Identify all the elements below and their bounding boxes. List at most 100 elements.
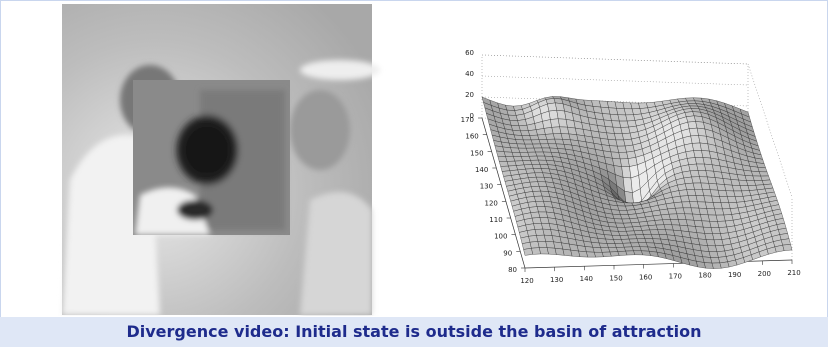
- surface-cell: [625, 114, 636, 122]
- surface-cell: [528, 235, 539, 243]
- x-tick-label: 210: [787, 269, 800, 277]
- surface-cell: [506, 160, 517, 167]
- y-tick-label: 90: [503, 249, 512, 257]
- surface-cell: [531, 186, 541, 192]
- surface-cell: [517, 119, 528, 127]
- surface-cell: [659, 208, 670, 216]
- surface-cell: [547, 102, 557, 112]
- surface-cell: [638, 221, 649, 227]
- surface-cell: [782, 244, 793, 251]
- x-tick-label: 180: [698, 272, 711, 280]
- surface-cell: [686, 115, 696, 123]
- surface-cell: [757, 167, 768, 173]
- surface-cell: [548, 110, 559, 120]
- surface-cell: [608, 247, 619, 253]
- surface-cell: [533, 223, 544, 230]
- surface-cell: [723, 214, 734, 222]
- x-tick-label: 120: [520, 277, 533, 285]
- x-tick-label: 130: [550, 276, 563, 284]
- caption: Divergence video: Initial state is outsi…: [0, 317, 828, 347]
- surface-cell: [601, 251, 612, 257]
- surface-cell: [646, 220, 657, 226]
- surface-cell: [622, 132, 632, 141]
- video-frame: [62, 4, 380, 315]
- surface-cell: [672, 196, 682, 203]
- surface-cell: [716, 250, 727, 258]
- surface-cell: [640, 225, 651, 231]
- y-tick-label: 100: [494, 233, 507, 241]
- surface-cell: [526, 172, 537, 178]
- y-tick-label: 130: [480, 183, 493, 191]
- surface-cell: [682, 170, 692, 179]
- surface-cell: [526, 229, 537, 237]
- surface-cell: [623, 138, 634, 147]
- surface-cell: [523, 164, 534, 170]
- y-tick-label: 150: [470, 149, 483, 157]
- surface-cell: [521, 156, 531, 161]
- surface-cell: [523, 248, 534, 256]
- x-tick-label: 200: [758, 270, 771, 278]
- x-tick-label: 170: [669, 273, 682, 281]
- z-tick: [481, 75, 749, 86]
- surface-cell: [617, 250, 628, 256]
- surface-cell: [665, 202, 676, 210]
- surface-cell: [525, 168, 536, 174]
- y-tick-label: 110: [489, 216, 502, 224]
- surface-cell: [527, 201, 538, 208]
- surface-cell: [684, 143, 694, 152]
- surface-cell: [522, 160, 533, 166]
- x-tick-label: 140: [580, 275, 593, 283]
- axis-line: [481, 117, 526, 269]
- surface-cell: [542, 119, 552, 129]
- axis-line: [524, 259, 793, 269]
- surface-cell: [513, 156, 523, 162]
- y-tick-label: 120: [485, 199, 498, 207]
- surface-cell: [638, 102, 648, 109]
- surface-cell: [718, 226, 729, 234]
- surface-cell: [530, 211, 541, 219]
- surface-cell: [677, 183, 687, 191]
- surface-cell: [529, 241, 540, 249]
- z-tick-label: 0: [470, 112, 474, 120]
- surface-cell: [500, 165, 511, 172]
- surface-cell: [747, 185, 758, 191]
- surface-cell: [543, 127, 554, 135]
- surface-cell: [653, 214, 663, 221]
- surface-cell: [616, 247, 626, 252]
- y-tick-label: 80: [508, 266, 517, 274]
- z-tick: [481, 54, 749, 65]
- surface-cell: [758, 171, 769, 177]
- surface-cell: [631, 108, 642, 115]
- surface-cell: [632, 226, 643, 232]
- x-tick-label: 190: [728, 271, 741, 279]
- surface-cell: [529, 181, 540, 187]
- surface-cell: [535, 128, 546, 136]
- surface-cell: [685, 150, 696, 159]
- z-tick-label: 60: [465, 49, 474, 57]
- surface-cell: [760, 175, 771, 181]
- surface-cell: [528, 176, 538, 183]
- x-tick-label: 160: [639, 273, 652, 281]
- x-tick-label: 150: [609, 274, 622, 282]
- surface-cell: [609, 251, 620, 257]
- surface-cell: [630, 221, 641, 228]
- y-tick-label: 160: [465, 133, 478, 141]
- surface-cell: [531, 247, 541, 255]
- surface-cell: [528, 129, 538, 136]
- surface-cell: [728, 202, 739, 209]
- surface-cell: [780, 238, 791, 246]
- y-tick-label: 170: [461, 116, 474, 124]
- surface-cell: [531, 217, 542, 224]
- z-tick-label: 20: [465, 91, 474, 99]
- surface-cell: [719, 261, 730, 269]
- surface-cell: [741, 190, 752, 197]
- y-tick-label: 140: [475, 166, 488, 174]
- surface-cell: [514, 160, 525, 166]
- surface-cell: [715, 245, 726, 252]
- surface-cell: [734, 196, 745, 203]
- z-tick-label: 40: [465, 70, 474, 78]
- surface-cell: [529, 206, 539, 213]
